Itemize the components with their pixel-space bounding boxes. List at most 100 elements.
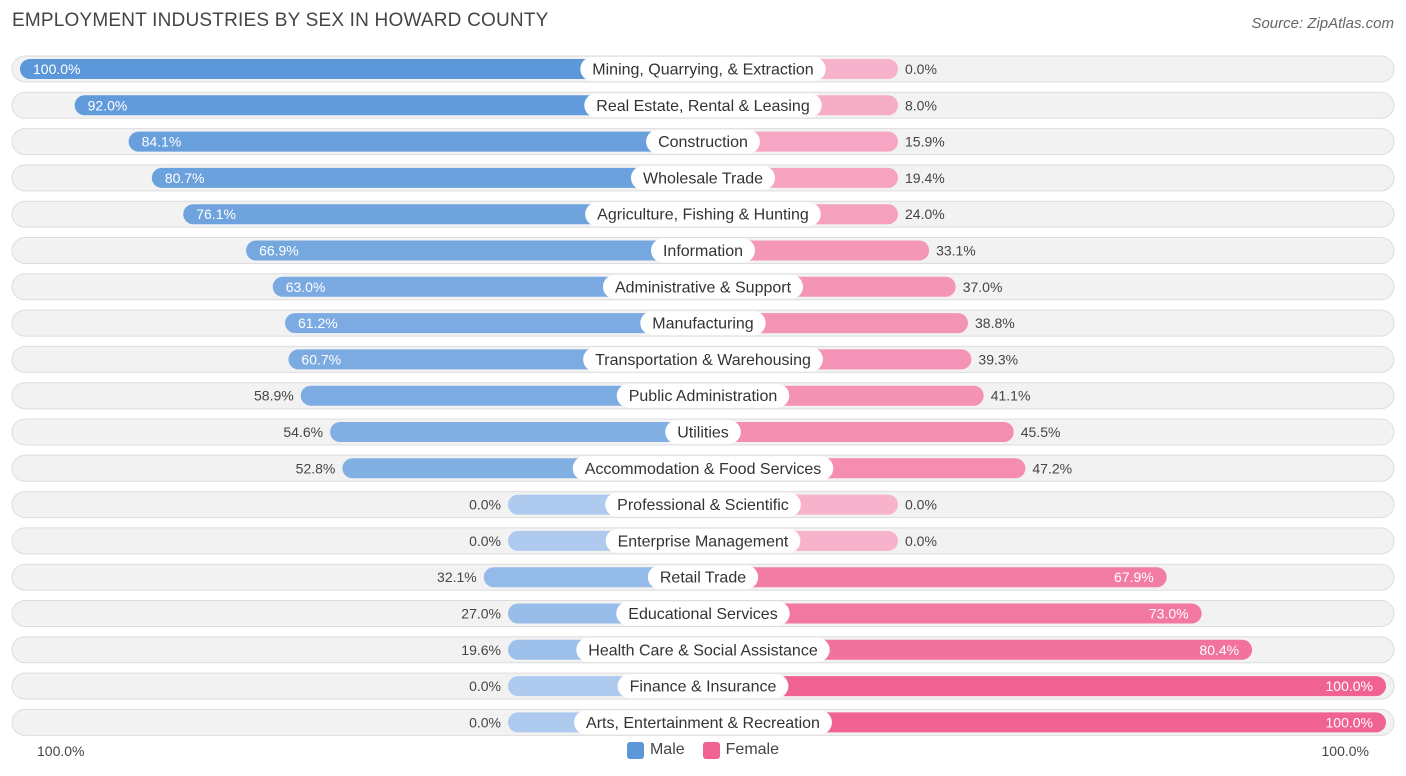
female-value-label: 41.1% <box>991 388 1031 404</box>
male-value-label: 76.1% <box>196 206 236 222</box>
male-value-label: 0.0% <box>469 497 501 513</box>
category-pill <box>583 347 823 372</box>
category-label: Information <box>663 243 743 260</box>
category-pill <box>650 238 756 263</box>
category-pill <box>580 57 826 81</box>
male-bar <box>330 422 703 442</box>
female-bar <box>703 676 1386 697</box>
axis-left-label: 100.0% <box>37 743 85 759</box>
male-value-label: 58.9% <box>254 388 294 404</box>
category-label: Agriculture, Fishing & Hunting <box>597 207 809 224</box>
male-bar <box>483 567 703 588</box>
female-bar <box>703 422 1014 442</box>
category-label: Real Estate, Rental & Leasing <box>596 98 809 115</box>
female-bar <box>703 567 1167 588</box>
female-value-label: 15.9% <box>905 134 945 150</box>
category-label: Professional & Scientific <box>617 497 789 514</box>
male-value-label: 66.9% <box>259 243 299 259</box>
male-value-label: 52.8% <box>296 460 336 476</box>
male-value-label: 0.0% <box>469 533 501 549</box>
male-value-label: 100.0% <box>33 61 80 77</box>
female-bar <box>703 603 1202 624</box>
female-bar <box>703 712 1386 733</box>
male-bar <box>20 59 703 79</box>
category-label: Utilities <box>677 425 729 442</box>
female-value-label: 73.0% <box>1149 606 1189 622</box>
male-value-label: 0.0% <box>469 678 501 694</box>
category-pill <box>630 165 776 190</box>
male-value-label: 84.1% <box>142 134 182 150</box>
category-label: Educational Services <box>628 606 777 623</box>
female-value-label: 67.9% <box>1114 569 1154 585</box>
female-value-label: 100.0% <box>1326 678 1373 694</box>
female-value-label: 19.4% <box>905 170 945 186</box>
female-value-label: 100.0% <box>1326 714 1373 730</box>
category-pill <box>616 601 790 626</box>
category-pill <box>605 528 801 553</box>
category-label: Transportation & Warehousing <box>595 352 811 369</box>
female-value-label: 80.4% <box>1199 642 1239 658</box>
male-value-label: 80.7% <box>165 170 205 186</box>
male-bar <box>183 204 703 225</box>
legend-swatch-female <box>702 741 720 759</box>
category-label: Health Care & Social Assistance <box>588 642 818 659</box>
category-pill <box>576 637 830 662</box>
category-label: Manufacturing <box>652 316 753 333</box>
category-label: Construction <box>658 134 748 151</box>
category-pill <box>665 420 741 444</box>
category-pill <box>640 311 766 336</box>
male-bar <box>300 385 703 406</box>
female-value-label: 45.5% <box>1021 424 1061 440</box>
female-value-label: 38.8% <box>975 315 1015 331</box>
category-pill <box>574 710 832 735</box>
female-value-label: 24.0% <box>905 206 945 222</box>
category-pill <box>584 93 822 118</box>
category-pill <box>646 129 760 154</box>
male-value-label: 19.6% <box>461 642 501 658</box>
legend-swatch-male <box>626 741 644 759</box>
category-label: Administrative & Support <box>615 279 792 296</box>
source-credit: Source: ZipAtlas.com <box>1251 15 1394 32</box>
female-bar <box>703 240 930 261</box>
male-bar <box>128 131 704 152</box>
female-value-label: 0.0% <box>905 61 937 77</box>
category-label: Arts, Entertainment & Recreation <box>586 715 820 732</box>
chart-title: EMPLOYMENT INDUSTRIES BY SEX IN HOWARD C… <box>12 10 549 31</box>
female-value-label: 33.1% <box>936 243 976 259</box>
category-pill <box>616 383 790 408</box>
axis-right-label: 100.0% <box>1321 743 1369 759</box>
male-value-label: 92.0% <box>88 97 128 113</box>
legend: Male Female <box>0 741 1406 759</box>
legend-label-female: Female <box>725 741 780 758</box>
female-value-label: 37.0% <box>963 279 1003 295</box>
female-value-label: 39.3% <box>978 351 1018 367</box>
male-bar <box>285 313 703 334</box>
category-pill <box>605 492 801 517</box>
male-value-label: 61.2% <box>298 315 338 331</box>
male-value-label: 27.0% <box>461 606 501 622</box>
female-bar <box>703 313 969 334</box>
category-pill <box>585 202 821 227</box>
female-bar <box>703 639 1253 660</box>
male-value-label: 63.0% <box>286 279 326 295</box>
male-bar <box>151 167 704 188</box>
category-pill <box>602 274 804 299</box>
legend-item-male[interactable]: Male <box>626 741 685 759</box>
legend-item-female[interactable]: Female <box>702 741 780 759</box>
female-value-label: 0.0% <box>905 497 937 513</box>
category-label: Retail Trade <box>660 570 746 587</box>
category-pill <box>617 674 789 699</box>
category-label: Enterprise Management <box>618 533 789 550</box>
male-bar <box>246 240 703 261</box>
female-value-label: 47.2% <box>1032 460 1072 476</box>
category-label: Public Administration <box>629 388 778 405</box>
category-label: Accommodation & Food Services <box>585 461 822 478</box>
category-pill <box>647 565 759 590</box>
category-label: Wholesale Trade <box>643 170 763 187</box>
male-bar <box>74 95 703 116</box>
male-value-label: 32.1% <box>437 569 477 585</box>
female-value-label: 8.0% <box>905 97 937 113</box>
category-pill <box>572 456 834 481</box>
category-label: Mining, Quarrying, & Extraction <box>592 62 813 79</box>
